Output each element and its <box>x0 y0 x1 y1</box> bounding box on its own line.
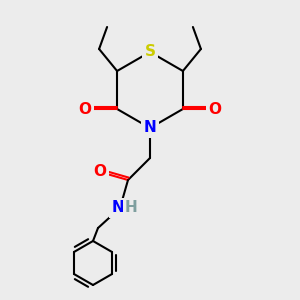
Text: O: O <box>94 164 106 179</box>
Text: O: O <box>79 101 92 116</box>
Text: N: N <box>112 200 124 215</box>
Text: N: N <box>144 121 156 136</box>
Text: S: S <box>145 44 155 59</box>
Text: H: H <box>124 200 137 214</box>
Text: O: O <box>208 101 221 116</box>
